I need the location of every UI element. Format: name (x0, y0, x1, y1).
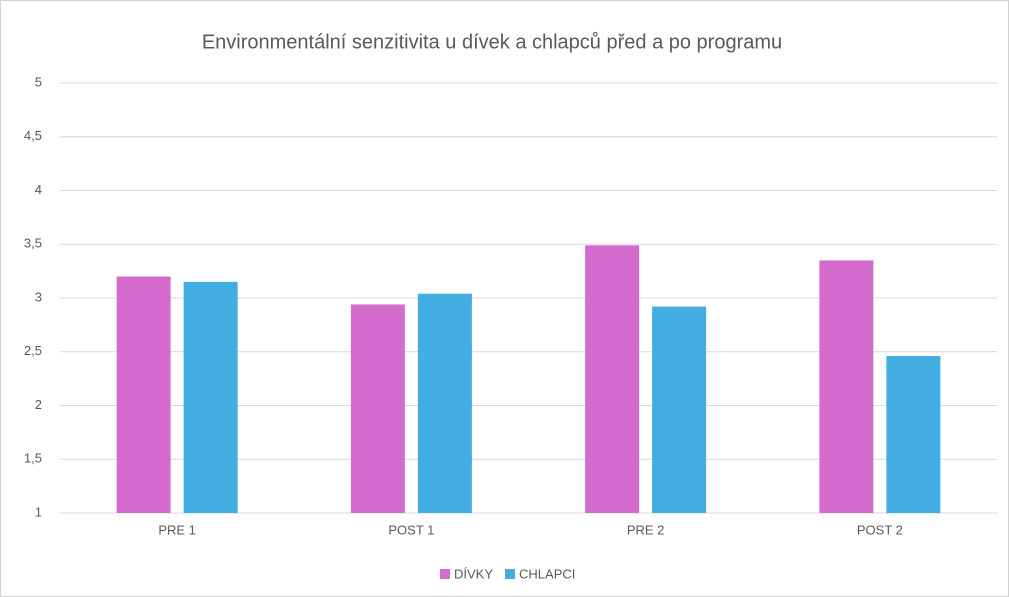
x-tick-label: PRE 2 (627, 522, 665, 537)
legend-label: CHLAPCI (519, 566, 575, 581)
y-tick-label: 4,5 (24, 128, 42, 143)
y-tick-label: 3,5 (24, 236, 42, 251)
bar (652, 306, 707, 513)
bar (183, 281, 238, 513)
x-tick-label: POST 1 (388, 522, 434, 537)
x-tick-label: POST 2 (857, 522, 903, 537)
x-tick-label: PRE 1 (158, 522, 196, 537)
bar (819, 260, 874, 513)
legend-swatch (440, 569, 450, 579)
y-tick-label: 4 (35, 182, 42, 197)
bar (116, 276, 171, 513)
legend-swatch (505, 569, 516, 579)
bar (886, 356, 941, 513)
chart-title: Environmentální senzitivita u dívek a ch… (202, 31, 782, 53)
bar (350, 304, 405, 513)
y-tick-label: 2 (35, 397, 42, 412)
y-tick-label: 1,5 (24, 451, 42, 466)
y-tick-label: 5 (35, 74, 42, 89)
bar (417, 293, 472, 513)
y-tick-label: 3 (35, 289, 42, 304)
bar (585, 245, 640, 513)
legend-label: DÍVKY (454, 566, 493, 581)
y-tick-label: 1 (35, 504, 42, 519)
y-tick-label: 2,5 (24, 343, 42, 358)
